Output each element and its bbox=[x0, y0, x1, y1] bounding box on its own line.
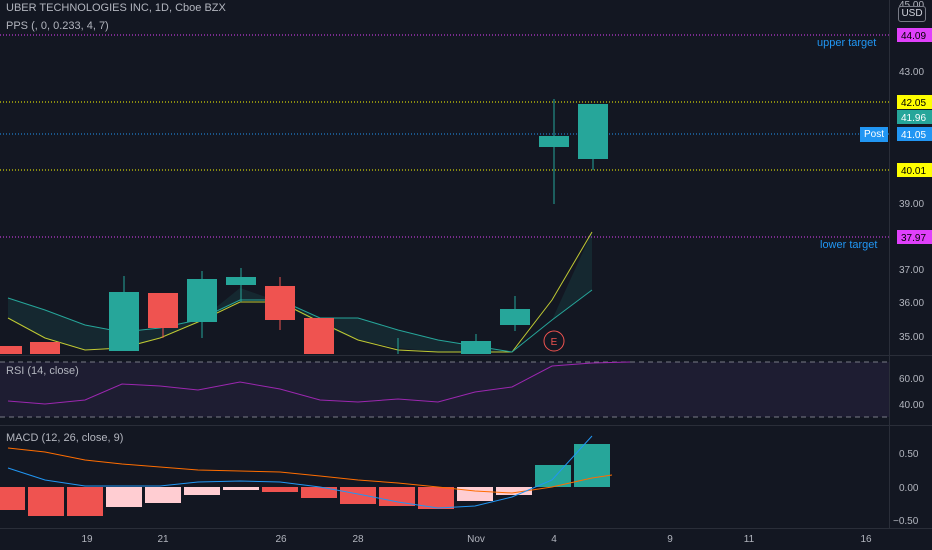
price-tag-upper-target-text: 44.09 bbox=[901, 31, 926, 42]
macd-bar bbox=[301, 487, 337, 498]
price-tag-level bbox=[897, 95, 932, 109]
macd-line bbox=[7, 435, 593, 509]
price-tag-last bbox=[897, 110, 932, 124]
candle[interactable] bbox=[109, 292, 139, 351]
price-tag-post bbox=[897, 127, 932, 141]
macd-tick: 0.50 bbox=[899, 449, 919, 460]
time-label: 28 bbox=[352, 534, 364, 545]
price-tick: 43.00 bbox=[899, 67, 924, 78]
price-tag-level-text: 40.01 bbox=[901, 166, 926, 177]
price-tick: 36.00 bbox=[899, 298, 924, 309]
price-tag-level-text: 42.05 bbox=[901, 98, 926, 109]
time-axis[interactable]: 19 21 26 28 Nov 4 9 11 16 bbox=[81, 534, 872, 545]
rsi-band bbox=[0, 362, 889, 417]
macd-bar bbox=[184, 487, 220, 495]
macd-bar bbox=[379, 487, 415, 506]
candle[interactable] bbox=[539, 136, 569, 147]
macd-bar bbox=[574, 444, 610, 487]
candle[interactable] bbox=[187, 279, 217, 322]
price-candles[interactable] bbox=[0, 99, 608, 354]
price-tag-last-text: 41.96 bbox=[901, 113, 926, 124]
time-label: Nov bbox=[467, 534, 485, 545]
time-label: 21 bbox=[157, 534, 169, 545]
time-label: 19 bbox=[81, 534, 93, 545]
price-tags: 44.09 42.05 41.96 41.05 40.01 37.97 bbox=[897, 28, 932, 244]
candle[interactable] bbox=[500, 309, 530, 325]
macd-bar bbox=[28, 487, 64, 516]
pps-upper-line bbox=[7, 231, 593, 353]
macd-bar bbox=[535, 465, 571, 487]
macd-bar bbox=[496, 487, 532, 495]
price-tick: 45.00 bbox=[899, 0, 924, 11]
time-label: 16 bbox=[860, 534, 872, 545]
upper-target-label: upper target bbox=[817, 37, 877, 49]
candle[interactable] bbox=[226, 277, 256, 285]
macd-bar bbox=[145, 487, 181, 503]
candle[interactable] bbox=[578, 104, 608, 159]
price-tag-level bbox=[897, 163, 932, 177]
time-label: 26 bbox=[275, 534, 287, 545]
price-tick: 39.00 bbox=[899, 199, 924, 210]
symbol-title[interactable]: UBER TECHNOLOGIES INC, 1D, Cboe BZX bbox=[6, 2, 226, 14]
macd-bar bbox=[457, 487, 493, 501]
price-axis[interactable]: 45.00 43.00 39.00 37.00 36.00 35.00 bbox=[899, 0, 924, 343]
time-label: 9 bbox=[667, 534, 673, 545]
macd-bar bbox=[340, 487, 376, 504]
candle[interactable] bbox=[148, 293, 178, 328]
candle[interactable] bbox=[0, 346, 22, 354]
macd-tick: 0.00 bbox=[899, 483, 919, 494]
macd-legend[interactable]: MACD (12, 26, close, 9) bbox=[6, 432, 124, 444]
currency-button[interactable]: USD bbox=[898, 6, 926, 22]
rsi-line bbox=[7, 361, 631, 405]
rsi-tick: 40.00 bbox=[899, 400, 924, 411]
candle[interactable] bbox=[461, 341, 491, 354]
price-tick: 37.00 bbox=[899, 265, 924, 276]
time-label: 4 bbox=[551, 534, 557, 545]
post-market-badge: Post bbox=[860, 127, 888, 142]
pps-channel-fill bbox=[8, 232, 592, 352]
lower-target-label: lower target bbox=[820, 239, 878, 251]
macd-tick: −0.50 bbox=[893, 516, 919, 527]
macd-bar bbox=[67, 487, 103, 516]
rsi-axis[interactable]: 60.00 40.00 bbox=[899, 374, 924, 411]
macd-bar bbox=[0, 487, 25, 510]
price-tag-lower-target bbox=[897, 230, 932, 244]
macd-bar bbox=[418, 487, 454, 509]
rsi-legend[interactable]: RSI (14, close) bbox=[6, 365, 79, 377]
earnings-marker-label: E bbox=[551, 337, 558, 348]
earnings-marker[interactable] bbox=[543, 330, 565, 352]
candle[interactable] bbox=[265, 286, 295, 320]
price-tick: 35.00 bbox=[899, 332, 924, 343]
candle[interactable] bbox=[30, 342, 60, 354]
macd-bar bbox=[106, 487, 142, 507]
time-label: 11 bbox=[744, 534, 755, 545]
macd-bar bbox=[223, 487, 259, 490]
pps-legend[interactable]: PPS (, 0, 0.233, 4, 7) bbox=[6, 20, 109, 32]
price-tag-post-text: 41.05 bbox=[901, 130, 926, 141]
rsi-tick: 60.00 bbox=[899, 374, 924, 385]
price-tag-lower-target-text: 37.97 bbox=[901, 233, 926, 244]
candle[interactable] bbox=[304, 318, 334, 354]
macd-bar bbox=[262, 487, 298, 492]
pps-lower-line bbox=[7, 289, 593, 353]
macd-axis[interactable]: 0.50 0.00 −0.50 bbox=[893, 449, 919, 527]
macd-histogram bbox=[0, 444, 610, 516]
price-tag-upper-target bbox=[897, 28, 932, 42]
